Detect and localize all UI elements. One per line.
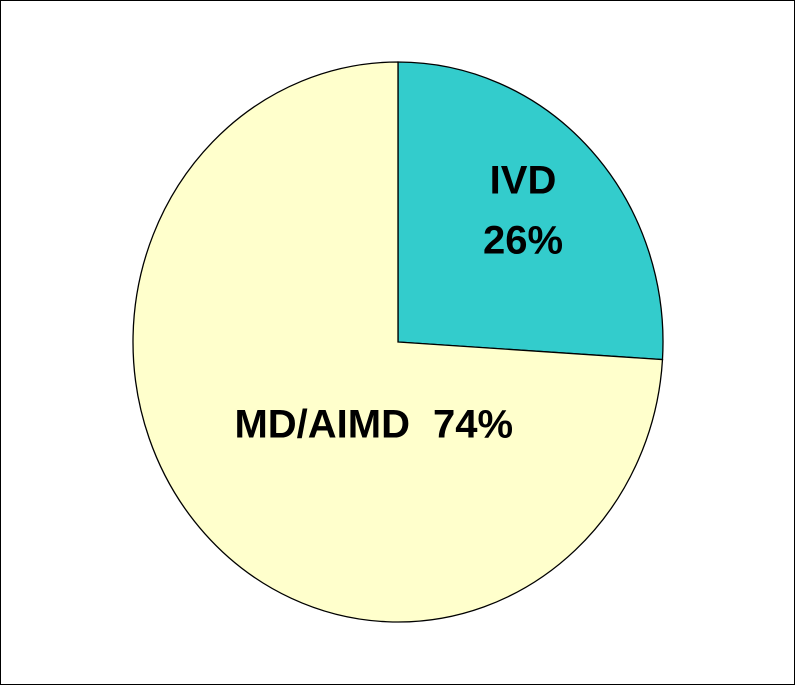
pie-slice [397, 61, 664, 361]
slice-value-label: 74% [433, 403, 513, 447]
pie-slice [132, 61, 664, 623]
slice-value-label: 26% [483, 219, 563, 263]
slice-label: MD/AIMD [234, 403, 410, 447]
slice-label: IVD [490, 159, 557, 203]
